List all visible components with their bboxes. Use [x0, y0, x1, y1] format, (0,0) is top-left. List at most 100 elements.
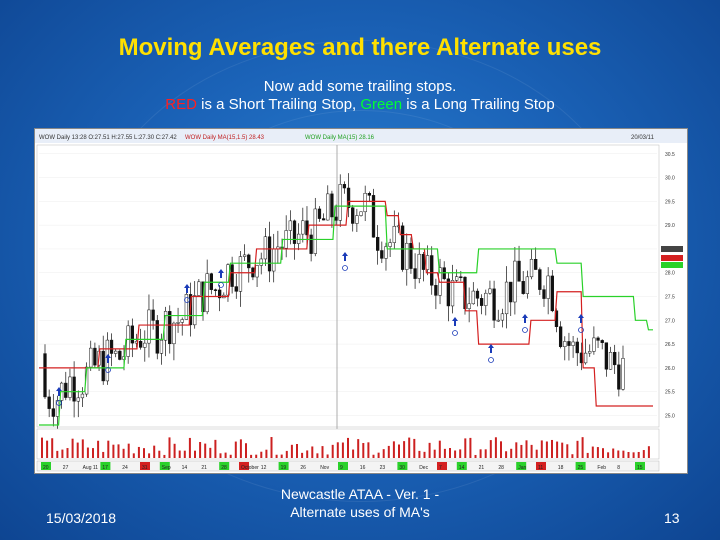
signal-arrow-icon: [452, 317, 458, 326]
volume-bar: [408, 437, 411, 458]
candle-body: [484, 292, 488, 306]
price-tick-label: 28.0: [665, 271, 675, 277]
candle-body: [172, 322, 176, 345]
date-tick-label: October: [241, 465, 259, 471]
candle-body: [563, 341, 567, 347]
volume-bar: [199, 441, 202, 458]
volume-bar: [326, 454, 329, 458]
candle-body: [342, 184, 347, 189]
candle-body: [247, 254, 251, 269]
date-strip-block: [516, 462, 527, 470]
candle-body: [89, 347, 93, 368]
candle-body: [151, 309, 155, 321]
candle-body: [292, 220, 297, 244]
date-tick-label: 20: [43, 465, 49, 471]
date-tick-label: 21: [479, 465, 485, 471]
candle-body: [471, 290, 475, 305]
candle-body: [592, 337, 596, 352]
volume-bar: [132, 453, 135, 458]
volume-bar: [403, 441, 406, 458]
price-tag-green: [661, 262, 683, 268]
date-tick-label: 28: [221, 465, 227, 471]
price-tick-label: 26.0: [665, 366, 675, 372]
stop-line-red: [39, 200, 653, 407]
signal-arrow-icon: [56, 387, 62, 396]
volume-bar: [459, 449, 462, 458]
footer-center: Newcastle ATAA - Ver. 1 - Alternate uses…: [250, 485, 470, 521]
price-tick-label: 25.0: [665, 413, 675, 419]
candle-body: [371, 195, 376, 238]
volume-bar: [494, 437, 497, 458]
candle-body: [492, 288, 496, 321]
candle-body: [351, 207, 355, 224]
price-chart[interactable]: WOW Daily 13:28 O:27.51 H:27.55 L:27.30 …: [34, 128, 688, 474]
candle-body: [517, 260, 521, 282]
candle-body: [138, 340, 143, 348]
candle-body: [596, 337, 600, 341]
date-tick-label: Feb: [597, 465, 606, 471]
volume-bar: [484, 449, 487, 458]
date-tick-label: Sep: [162, 465, 171, 471]
volume-bar: [143, 448, 145, 458]
chart-legend-text: WOW Daily 13:28 O:27.51 H:27.55 L:27.30 …: [39, 135, 177, 141]
candle-body: [359, 211, 363, 216]
candle-body: [496, 319, 500, 322]
candle-body: [384, 246, 388, 259]
candle-body: [446, 278, 451, 307]
candle-body: [621, 358, 625, 390]
volume-bar: [576, 440, 579, 458]
volume-bar: [137, 446, 140, 458]
candle-body: [409, 242, 413, 269]
volume-bar: [474, 454, 477, 458]
volume-bar: [525, 440, 528, 458]
candle-body: [230, 264, 234, 287]
volume-bar: [571, 454, 574, 458]
candle-body: [604, 342, 609, 370]
price-tick-label: 27.5: [665, 295, 675, 301]
date-strip-block: [397, 462, 408, 470]
candle-body: [525, 276, 530, 294]
signal-circle-icon: [56, 400, 62, 406]
candle-body: [417, 253, 421, 279]
price-tag-red: [661, 255, 683, 261]
volume-bar: [357, 439, 360, 458]
subtitle-text: is a Long Trailing Stop: [402, 96, 555, 113]
volume-bar: [581, 437, 584, 458]
volume-bar: [280, 454, 283, 458]
volume-bar: [428, 442, 431, 458]
candle-body: [213, 289, 218, 291]
candle-body: [330, 193, 334, 218]
subtitle-red-word: RED: [165, 96, 197, 113]
date-strip-block: [239, 462, 249, 470]
volume-bar: [311, 446, 314, 458]
candle-body: [413, 268, 417, 279]
candle-body: [288, 220, 292, 231]
candle-body: [180, 319, 184, 323]
volume-bar: [234, 441, 237, 458]
candle-body: [392, 226, 396, 243]
signal-circle-icon: [184, 297, 190, 303]
candle-body: [234, 286, 238, 292]
candle-body: [326, 193, 330, 221]
candle-body: [130, 325, 134, 344]
candle-body: [263, 236, 268, 260]
candle-body: [126, 325, 130, 357]
candle-body: [313, 208, 317, 254]
volume-bar: [438, 440, 441, 458]
candle-body: [80, 393, 85, 399]
candle-body: [346, 187, 351, 208]
volume-bar: [392, 441, 395, 458]
candle-body: [467, 303, 471, 309]
subtitle-text: is a Short Trailing Stop,: [196, 96, 361, 113]
stop-line-green: [39, 205, 653, 426]
volume-bar: [239, 439, 242, 458]
volume-bar: [530, 444, 533, 458]
candle-body: [513, 260, 517, 303]
volume-bar: [433, 449, 436, 458]
volume-bar: [591, 446, 594, 458]
date-tick-label: 27: [63, 465, 69, 471]
candle-body: [321, 218, 326, 221]
date-tick-label: Jan: [518, 465, 526, 471]
volume-bar: [642, 450, 645, 458]
candle-body: [47, 396, 51, 409]
